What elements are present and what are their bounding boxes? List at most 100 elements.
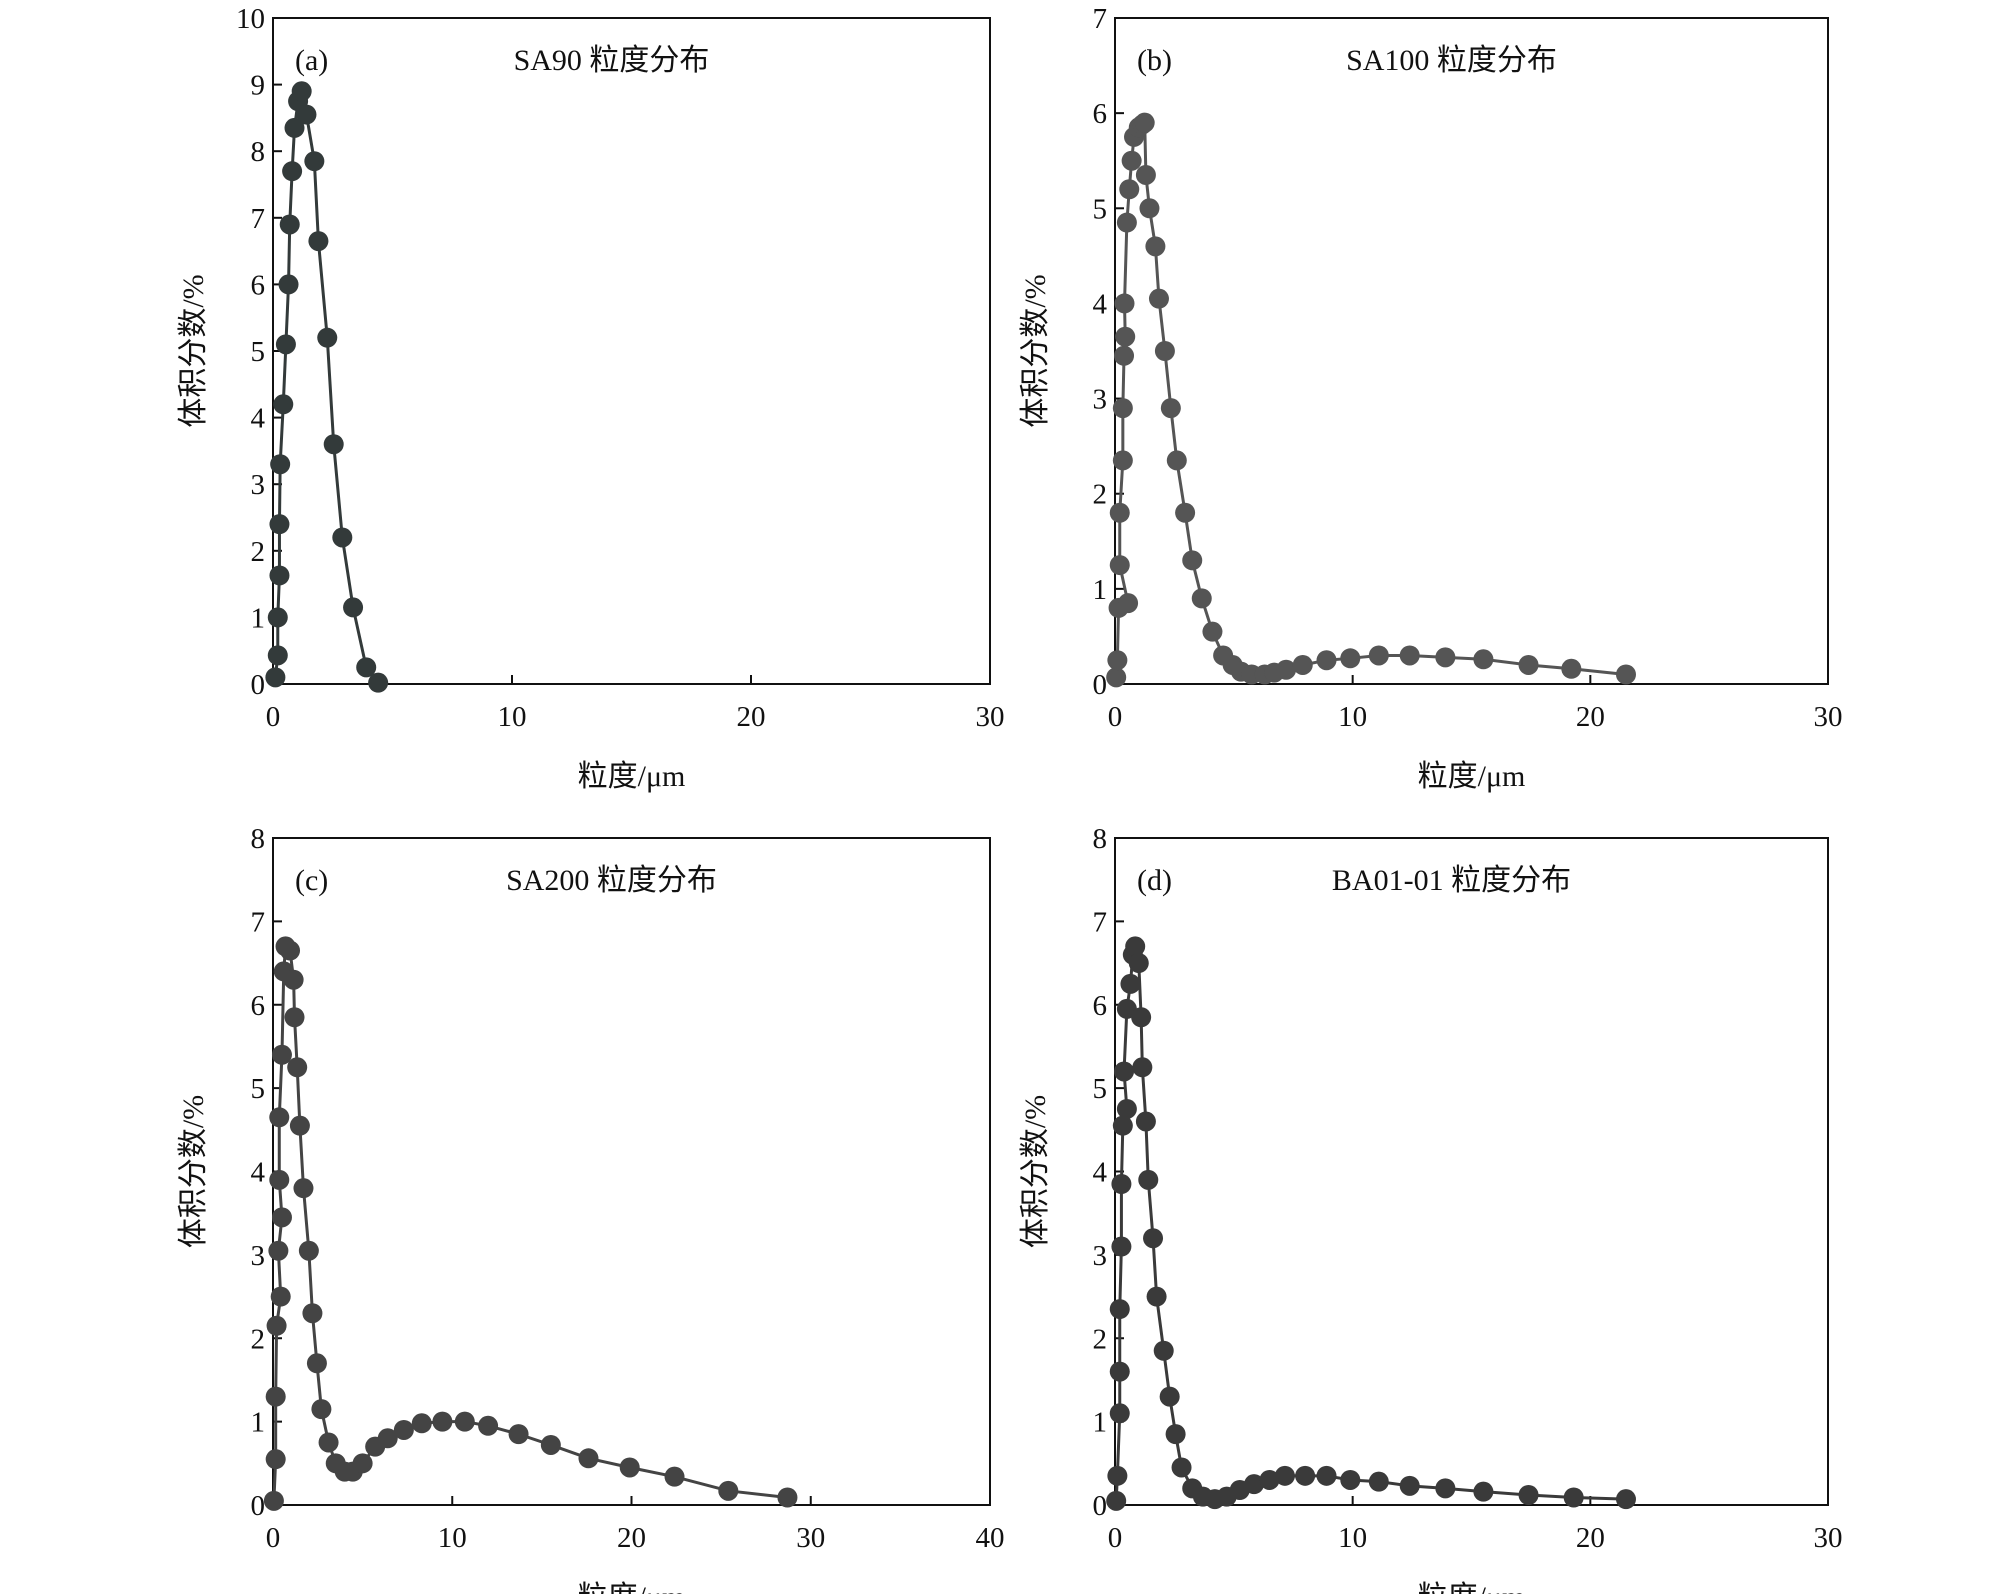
y-tick-label: 6 (1093, 990, 1108, 1022)
data-point (308, 231, 329, 252)
panel-title: SA90 粒度分布 (514, 44, 710, 77)
data-point (1292, 654, 1313, 675)
data-point (664, 1466, 685, 1487)
data-point (540, 1434, 561, 1455)
data-point (1106, 1490, 1127, 1511)
x-tick-label: 0 (266, 701, 281, 733)
data-point (1473, 1481, 1494, 1502)
x-tick-label: 30 (976, 701, 1005, 733)
x-tick-label: 0 (1108, 701, 1123, 733)
y-tick-label: 5 (251, 1073, 266, 1105)
data-point (578, 1448, 599, 1469)
data-point (1112, 1115, 1133, 1136)
y-tick-label: 8 (251, 823, 266, 855)
data-point (1165, 1424, 1186, 1445)
panel-title: SA200 粒度分布 (506, 864, 717, 897)
data-point (777, 1487, 798, 1508)
data-point (1518, 654, 1539, 675)
y-tick-label: 5 (251, 336, 266, 368)
y-tick-label: 9 (251, 70, 266, 102)
panel-label: (b) (1137, 44, 1172, 77)
data-point (1399, 1475, 1420, 1496)
data-point (263, 1490, 284, 1511)
data-point (356, 657, 377, 678)
y-tick-label: 1 (251, 602, 266, 634)
y-tick-label: 5 (1093, 1073, 1108, 1105)
data-point (1368, 1471, 1389, 1492)
data-point (411, 1413, 432, 1434)
data-point (265, 1386, 286, 1407)
y-tick-label: 5 (1093, 193, 1108, 225)
y-tick-label: 3 (251, 469, 266, 501)
y-axis-label: 体积分数/% (1019, 1095, 1052, 1248)
data-point (1202, 621, 1223, 642)
plot-frame (272, 837, 991, 1506)
data-point (304, 151, 325, 172)
y-tick-label: 2 (251, 1323, 266, 1355)
panel-title: SA100 粒度分布 (1346, 44, 1557, 77)
data-point (311, 1399, 332, 1420)
series-line (1114, 945, 1627, 1501)
x-tick-label: 20 (737, 701, 766, 733)
data-point (279, 214, 300, 235)
data-point (1518, 1484, 1539, 1505)
y-tick-label: 4 (1093, 1157, 1108, 1189)
panel-label: (c) (295, 864, 328, 897)
data-point (268, 1240, 289, 1261)
x-tick-label: 0 (266, 1522, 281, 1554)
data-point (1159, 1386, 1180, 1407)
y-tick-label: 6 (251, 269, 266, 301)
data-point (306, 1353, 327, 1374)
data-point (1118, 593, 1139, 614)
y-tick-label: 7 (1093, 906, 1108, 938)
data-point (1125, 936, 1146, 957)
data-point (619, 1457, 640, 1478)
data-point (269, 1169, 290, 1190)
data-point (1109, 1299, 1130, 1320)
data-point (283, 969, 304, 990)
data-point (1120, 973, 1141, 994)
data-point (1114, 345, 1135, 366)
data-point (1139, 198, 1160, 219)
data-point (278, 274, 299, 295)
data-point (1171, 1457, 1192, 1478)
x-tick-label: 10 (1338, 1522, 1367, 1554)
x-tick-label: 30 (796, 1522, 825, 1554)
data-point (1112, 398, 1133, 419)
data-point (291, 81, 312, 102)
data-point (280, 940, 301, 961)
chart-panel-a: 0 10 20 30 0 1 2 3 4 5 6 7 8 9 10 粒度/μm 体积分数/% (a) SA90 粒度… (177, 3, 1005, 793)
data-point (270, 1286, 291, 1307)
data-point (1116, 212, 1137, 233)
y-tick-label: 2 (251, 536, 266, 568)
data-point (284, 117, 305, 138)
y-tick-label: 7 (1093, 3, 1108, 35)
data-point (1191, 588, 1212, 609)
data-point (1182, 550, 1203, 571)
y-tick-label: 0 (1093, 669, 1108, 701)
y-axis-label: 体积分数/% (177, 1095, 210, 1248)
data-point (1295, 1465, 1316, 1486)
panel-label: (a) (295, 44, 328, 77)
data-point (1119, 179, 1140, 200)
data-point (1109, 1403, 1130, 1424)
x-tick-label: 20 (1576, 1522, 1605, 1554)
data-point (478, 1415, 499, 1436)
y-tick-label: 3 (1093, 384, 1108, 416)
data-point (265, 667, 286, 688)
y-tick-label: 6 (251, 990, 266, 1022)
data-point (1399, 645, 1420, 666)
data-point (508, 1424, 529, 1445)
y-tick-label: 2 (1093, 479, 1108, 511)
data-point (1111, 1174, 1132, 1195)
x-tick-label: 20 (1576, 701, 1605, 733)
data-point (1615, 664, 1636, 685)
data-point (1109, 555, 1130, 576)
y-tick-label: 0 (251, 1490, 266, 1522)
plot-frame (272, 17, 991, 685)
data-point (302, 1303, 323, 1324)
x-tick-label: 10 (438, 1522, 467, 1554)
data-point (287, 1057, 308, 1078)
data-point (332, 527, 353, 548)
